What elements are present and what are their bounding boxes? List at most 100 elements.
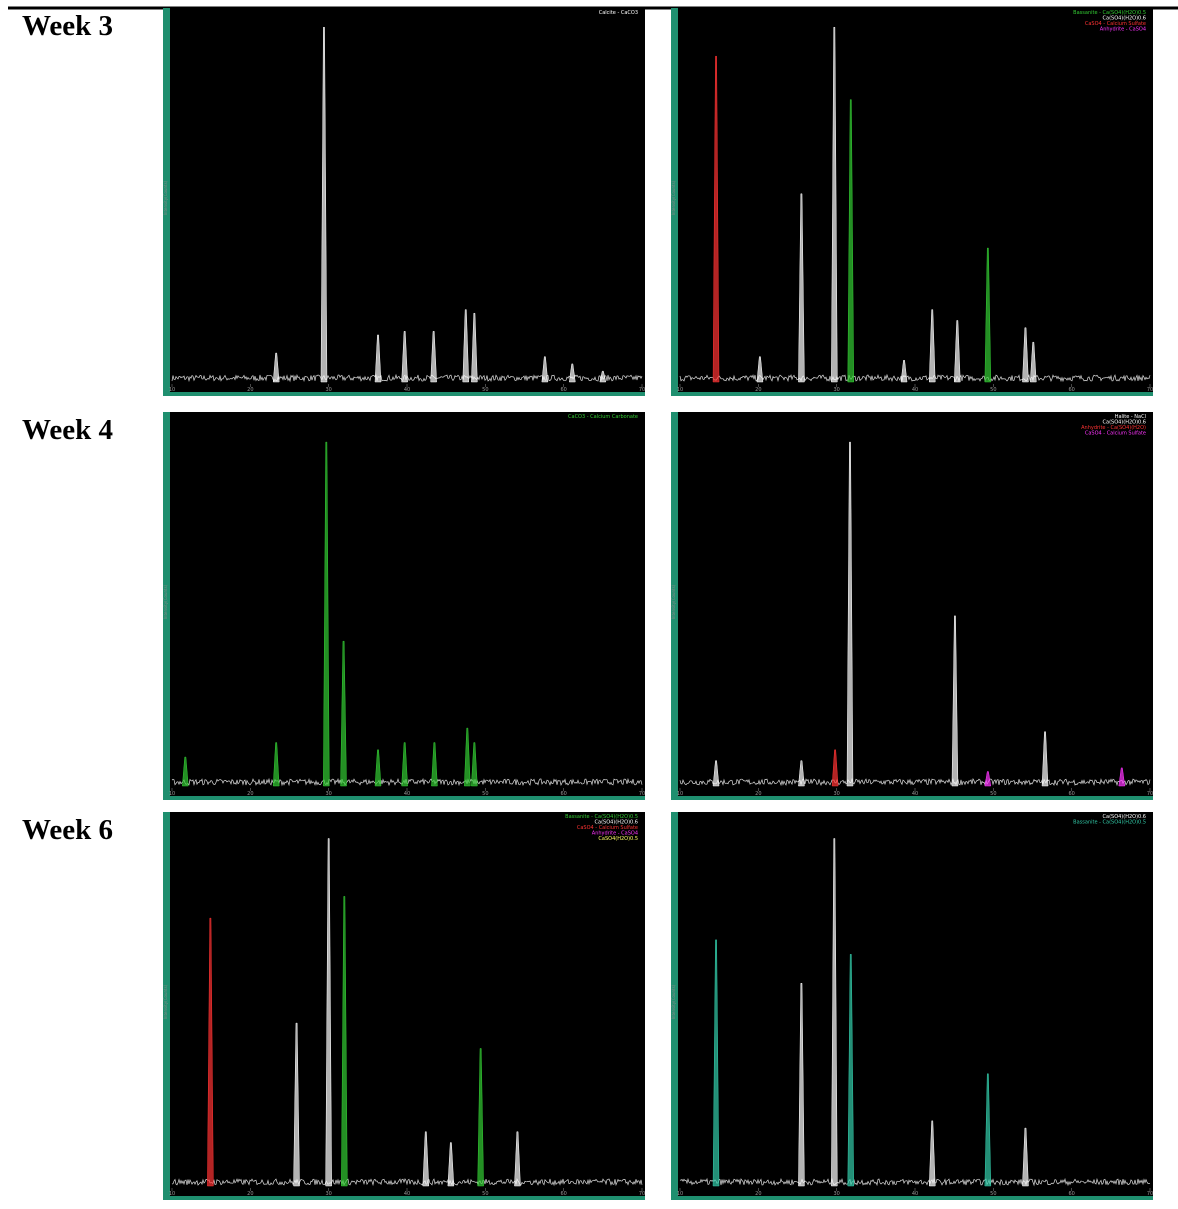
peak (462, 309, 470, 383)
x-tick-label: 40 (912, 791, 918, 797)
legend-entry: Bassanite - Ca(SO4)(H2O)0.5 (565, 814, 638, 820)
frame-bottom (671, 392, 1153, 396)
legend-entry: Anhydrite - Ca(SO4)(H2O) (1081, 425, 1146, 431)
noise-baseline (171, 1177, 643, 1187)
peak (798, 760, 805, 787)
x-tick-label: 20 (755, 387, 761, 393)
x-tick-label: 10 (677, 1191, 683, 1197)
peak (422, 1131, 430, 1187)
x-tick-label: 30 (833, 387, 839, 393)
peak (293, 1022, 300, 1187)
peak (984, 771, 992, 787)
x-tick-label: 10 (169, 387, 175, 393)
legend-entry: Anhydrite - CaSO4 (1100, 27, 1146, 33)
frame-bottom (163, 1196, 645, 1200)
peak (798, 193, 805, 383)
x-tick-label: 50 (482, 791, 488, 797)
peak (323, 441, 330, 787)
plot-bg (163, 812, 645, 1200)
legend-entry: CaCO3 - Calcium Carbonate (568, 414, 638, 420)
y-axis-label: Intensity(Counts) (671, 584, 676, 619)
peak (951, 615, 959, 787)
x-tick-label: 50 (482, 387, 488, 393)
x-tick-label: 50 (990, 387, 996, 393)
peak (712, 55, 720, 383)
y-axis-label: Intensity(Counts) (671, 180, 676, 215)
peak (272, 352, 280, 383)
peak (846, 441, 854, 787)
x-tick-label: 40 (912, 1191, 918, 1197)
x-tick-label: 70 (639, 387, 645, 393)
plot-bg (671, 412, 1153, 800)
peak (1030, 341, 1037, 383)
peak (514, 1131, 521, 1187)
peak (599, 370, 607, 383)
xrd-panel: Intensity(Counts) 10 20 30 40 50 60 70 Calcite -… (163, 8, 645, 396)
row-label: Week 3 (22, 10, 114, 42)
peak (831, 838, 838, 1187)
frame-bottom (671, 796, 1153, 800)
peak (1022, 1127, 1029, 1187)
frame-left (671, 8, 678, 396)
x-tick-label: 60 (1068, 791, 1074, 797)
x-tick-label: 70 (1147, 791, 1153, 797)
frame-left (163, 8, 170, 396)
x-tick-label: 40 (404, 791, 410, 797)
legend-entry: Ca(SO4)(H2O)0.6 (1103, 16, 1146, 22)
y-axis-label: Intensity(Counts) (163, 984, 168, 1019)
plot-bg (163, 412, 645, 800)
peak (272, 742, 280, 787)
xrd-panel: Intensity(Counts) 10 20 30 40 50 60 70 Bassanite… (163, 812, 645, 1200)
frame-bottom (163, 392, 645, 396)
x-tick-label: 10 (677, 387, 683, 393)
peak (477, 1048, 484, 1187)
peak (900, 360, 908, 383)
xrd-panel: Intensity(Counts) 10 20 30 40 50 60 70 Ca(SO4)(H… (671, 812, 1153, 1200)
legend-entry: Halite - NaCl (1115, 414, 1146, 420)
xrd-panel: Intensity(Counts) 10 20 30 40 50 60 70 Bassanite… (671, 8, 1153, 396)
peak (847, 954, 855, 1187)
peak (182, 756, 189, 787)
peak (1041, 731, 1049, 787)
peak (568, 363, 576, 383)
xrd-panel: Intensity(Counts) 10 20 30 40 50 60 70 CaCO3 - C… (163, 412, 645, 800)
peak (984, 247, 992, 383)
peak (1118, 767, 1126, 787)
x-tick-label: 60 (560, 791, 566, 797)
x-tick-label: 60 (1068, 387, 1074, 393)
peak (928, 1120, 936, 1187)
x-tick-label: 40 (404, 1191, 410, 1197)
legend-entry: Ca(SO4)(H2O)0.6 (1103, 420, 1146, 426)
peak (1022, 327, 1029, 383)
legend-entry: Bassanite - Ca(SO4)(H2O)0.5 (1073, 10, 1146, 16)
x-tick-label: 70 (1147, 1191, 1153, 1197)
x-tick-label: 50 (482, 1191, 488, 1197)
x-tick-label: 70 (1147, 387, 1153, 393)
row-label: Week 6 (22, 814, 114, 846)
peak (712, 760, 720, 787)
peak (447, 1142, 455, 1187)
peak (431, 742, 438, 787)
x-tick-label: 20 (755, 791, 761, 797)
peak (954, 320, 961, 383)
peak (831, 749, 839, 787)
legend-entry: CaSO4(H2O)0.5 (598, 836, 638, 842)
peak (798, 983, 805, 1187)
plot-bg (671, 8, 1153, 396)
noise-baseline (679, 1177, 1151, 1187)
x-tick-label: 60 (1068, 1191, 1074, 1197)
peak (847, 99, 855, 383)
xrd-panel: Intensity(Counts) 10 20 30 40 50 60 70 Halite - … (671, 412, 1153, 800)
x-tick-label: 10 (169, 1191, 175, 1197)
peak (320, 26, 328, 383)
frame-left (163, 812, 170, 1200)
x-tick-label: 10 (677, 791, 683, 797)
peak (401, 331, 408, 383)
peak (464, 727, 471, 787)
peak (340, 640, 347, 787)
x-tick-label: 20 (247, 1191, 253, 1197)
x-tick-label: 30 (833, 791, 839, 797)
peak (928, 309, 936, 383)
peak (471, 312, 478, 383)
